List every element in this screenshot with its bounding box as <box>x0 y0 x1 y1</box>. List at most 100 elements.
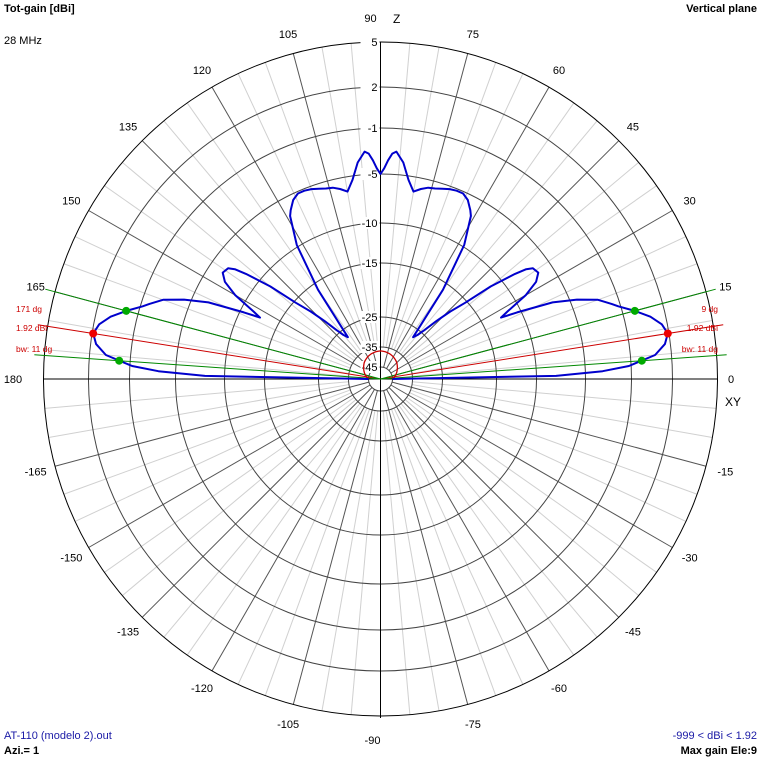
angle-tick-label: 30 <box>684 196 696 208</box>
ring-label-bg <box>360 311 380 323</box>
angle-tick-label: -45 <box>625 626 641 638</box>
angle-gridline <box>390 62 497 350</box>
radial-tick-label: -10 <box>362 218 378 230</box>
angle-tick-label: 135 <box>119 122 137 134</box>
ring-label-bg <box>360 81 380 93</box>
ring-label-bg <box>360 341 380 353</box>
angle-gridline <box>122 161 357 359</box>
angle-gridline <box>44 381 349 409</box>
angle-gridline <box>390 408 497 696</box>
angle-gridline <box>398 102 575 354</box>
radial-tick-label: 5 <box>371 37 377 49</box>
beam-annotation-left: bw: 11 dg <box>16 344 53 354</box>
angle-gridline <box>350 43 379 348</box>
beam-annotation-right: 1.92 dBi <box>687 323 718 333</box>
file-name: AT-110 (modelo 2).out <box>4 730 112 742</box>
angle-tick-label: -15 <box>717 466 733 478</box>
angle-gridline <box>391 381 707 467</box>
angle-gridline <box>237 73 368 351</box>
radial-tick-label: -25 <box>362 312 378 324</box>
angle-gridline <box>104 185 355 362</box>
beam-marker-line <box>380 354 727 380</box>
angle-gridline <box>406 185 657 362</box>
angle-tick-label: 180 <box>4 374 22 386</box>
angle-gridline <box>63 389 351 495</box>
frequency-label: 28 MHz <box>4 35 42 47</box>
ring-label-bg <box>360 217 380 229</box>
radial-tick-label: -5 <box>368 169 378 181</box>
angle-tick-label: -165 <box>25 466 47 478</box>
angle-gridline <box>400 403 598 638</box>
angle-tick-label: -105 <box>277 719 299 731</box>
angle-gridline <box>292 390 378 705</box>
angle-tick-label: 0 <box>728 374 734 386</box>
angle-tick-labels: 0153045607590105120135150165180-15-30-45… <box>4 13 734 747</box>
angle-gridline <box>350 410 379 715</box>
angle-gridline <box>400 120 598 355</box>
angle-gridline <box>163 403 361 638</box>
angle-tick-label: 90 <box>364 13 376 25</box>
angle-tick-label: 105 <box>279 29 297 41</box>
halfpower-marker <box>115 356 124 365</box>
angle-gridline <box>404 399 639 597</box>
angle-gridline <box>404 161 639 359</box>
z-axis-label: Z <box>393 12 400 26</box>
radial-tick-label: 2 <box>371 82 377 94</box>
ring-label-bg <box>360 36 380 48</box>
angle-gridline <box>383 390 469 705</box>
gain-pattern <box>92 150 669 380</box>
angle-gridline <box>264 62 371 350</box>
angle-gridline <box>122 399 357 597</box>
xy-axis-label: XY <box>725 395 741 409</box>
angular-grid <box>44 43 717 715</box>
angle-gridline <box>186 102 363 354</box>
angle-gridline <box>382 43 411 348</box>
angle-tick-label: 15 <box>719 282 731 294</box>
halfpower-marker <box>122 306 131 315</box>
angle-gridline <box>398 404 575 656</box>
beam-marker-line <box>380 288 716 380</box>
angle-gridline <box>48 319 350 374</box>
angle-gridline <box>44 349 349 377</box>
angle-gridline <box>321 410 376 711</box>
beam-annotations: 9 dg 1.92 dBi bw: 11 dg 171 dg 1.92 dBi bw: 1… <box>16 304 718 354</box>
angle-gridline <box>409 392 687 522</box>
angle-gridline <box>411 319 713 374</box>
angle-tick-label: -60 <box>551 683 567 695</box>
angle-tick-label: 75 <box>467 29 479 41</box>
angle-gridline <box>385 47 440 348</box>
radial-tick-label: -1 <box>368 123 378 135</box>
angle-tick-label: 45 <box>627 122 639 134</box>
beam-annotation-right: bw: 11 dg <box>682 344 719 354</box>
angle-gridline <box>410 263 698 369</box>
angle-gridline <box>88 210 371 374</box>
angle-tick-label: 60 <box>553 65 565 77</box>
beam-annotation-left: 1.92 dBi <box>16 323 47 333</box>
angle-tick-label: -90 <box>365 735 381 747</box>
angle-gridline <box>321 47 376 348</box>
angle-tick-label: 120 <box>193 65 211 77</box>
angle-tick-label: -150 <box>60 553 82 565</box>
chart-title: Tot-gain [dBi] <box>4 3 75 15</box>
angle-gridline <box>409 236 687 366</box>
beam-marker-line <box>45 288 381 380</box>
gain-range: -999 < dBi < 1.92 <box>672 730 757 742</box>
angle-gridline <box>406 396 657 573</box>
beam-marker-line <box>34 354 381 380</box>
angle-gridline <box>412 381 717 409</box>
ring-label-bg <box>360 361 380 373</box>
angle-tick-label: 150 <box>62 196 80 208</box>
angle-gridline <box>393 407 524 685</box>
angle-gridline <box>385 410 440 711</box>
plane-label: Vertical plane <box>686 3 757 15</box>
azimuth-label: Azi.= 1 <box>4 745 40 757</box>
angle-gridline <box>88 384 371 548</box>
angle-gridline <box>411 384 713 439</box>
angle-gridline <box>382 410 411 715</box>
ring-label-bg <box>360 168 380 180</box>
radial-tick-label: -15 <box>362 258 378 270</box>
angle-gridline <box>410 389 698 495</box>
angle-gridline <box>390 384 673 548</box>
ring-label-bg <box>360 257 380 269</box>
